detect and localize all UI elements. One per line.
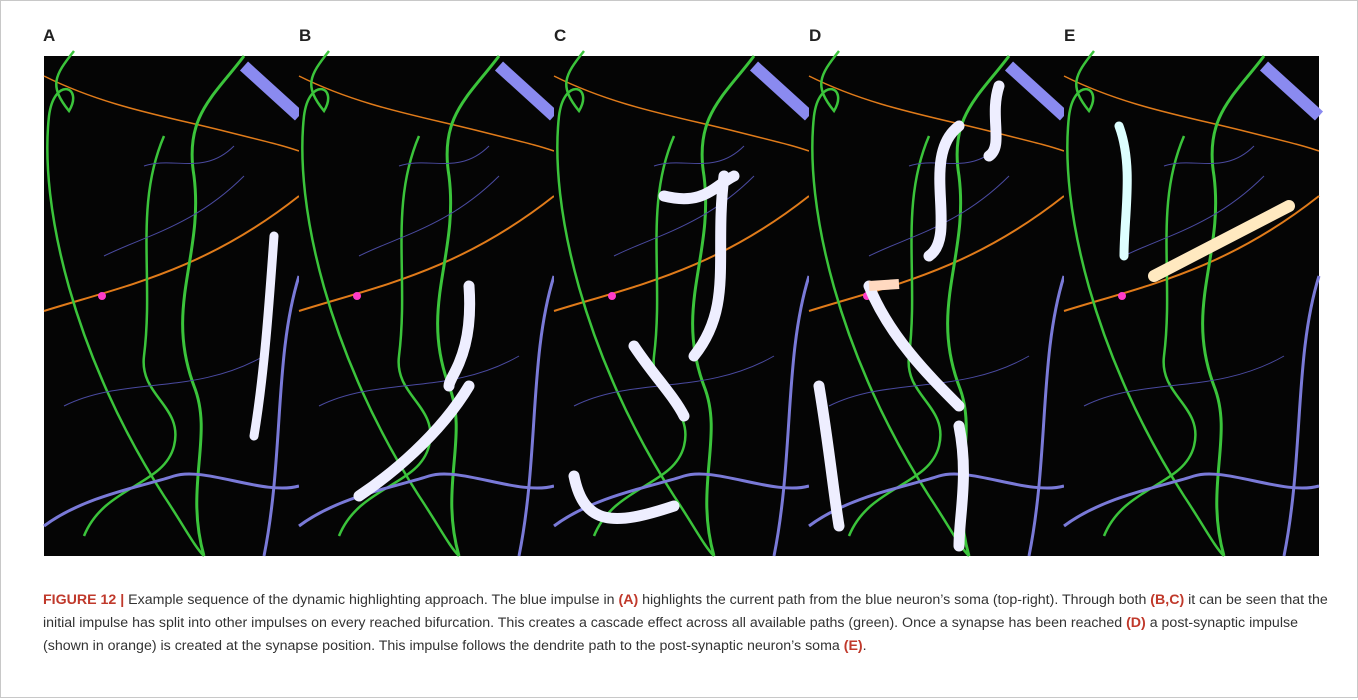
caption-text: it can be seen that the initial impulse …	[43, 592, 1328, 631]
figure: A B C D E	[1, 26, 1358, 581]
caption-text: Example sequence of the dynamic highligh…	[124, 592, 619, 608]
caption-bold: (B,C)	[1150, 592, 1185, 608]
caption-bold: (D)	[1126, 615, 1146, 631]
panel-label: C	[554, 26, 566, 45]
panel-label: B	[299, 26, 311, 45]
figure-caption: FIGURE 12 | Example sequence of the dyna…	[43, 589, 1333, 658]
caption-bold: (A)	[618, 592, 639, 608]
panel-label: A	[43, 26, 55, 45]
caption-text: highlights the current path from the blu…	[638, 592, 1151, 608]
caption-text: .	[862, 638, 867, 654]
caption-bold: FIGURE 12 |	[43, 592, 125, 608]
caption-text: a post-synaptic impulse (shown in orange…	[43, 615, 1298, 654]
panel-label: E	[1064, 26, 1075, 45]
caption-bold: (E)	[843, 638, 863, 654]
panel-label: D	[809, 26, 821, 45]
